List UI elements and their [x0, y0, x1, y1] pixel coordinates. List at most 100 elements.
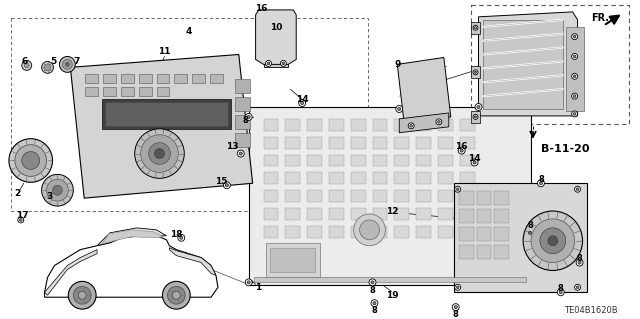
Bar [253, 278, 526, 282]
Circle shape [371, 281, 374, 284]
Text: 9: 9 [394, 60, 401, 69]
Bar [416, 119, 431, 131]
Circle shape [301, 101, 304, 105]
Bar [460, 190, 474, 202]
Circle shape [245, 114, 252, 120]
Circle shape [527, 229, 534, 236]
Circle shape [42, 174, 74, 206]
Circle shape [22, 60, 32, 70]
Text: 13: 13 [225, 142, 238, 151]
Text: FR.: FR. [591, 13, 609, 23]
Bar [438, 208, 452, 220]
Bar [102, 99, 231, 129]
Circle shape [576, 188, 579, 190]
Circle shape [410, 124, 413, 127]
Circle shape [52, 185, 63, 195]
Circle shape [572, 73, 577, 79]
Circle shape [455, 186, 461, 192]
Bar [394, 190, 409, 202]
Circle shape [148, 143, 170, 165]
Circle shape [24, 63, 29, 68]
Circle shape [538, 180, 545, 187]
Circle shape [247, 281, 250, 284]
Circle shape [576, 286, 579, 289]
Circle shape [396, 106, 403, 112]
Circle shape [438, 121, 440, 123]
Bar [494, 191, 509, 205]
Bar [394, 208, 409, 220]
Circle shape [460, 149, 463, 152]
Bar [416, 226, 431, 238]
Circle shape [408, 123, 414, 129]
Bar [460, 208, 474, 220]
Bar [460, 226, 474, 238]
Circle shape [559, 291, 563, 294]
Bar [264, 137, 278, 149]
Bar [454, 183, 588, 292]
Bar [460, 154, 474, 167]
Polygon shape [97, 228, 166, 246]
Circle shape [540, 228, 566, 254]
Circle shape [360, 220, 380, 240]
Bar [372, 119, 387, 131]
Circle shape [172, 291, 180, 299]
Circle shape [178, 234, 185, 241]
Circle shape [475, 104, 482, 110]
Bar [329, 154, 344, 167]
Circle shape [44, 64, 51, 71]
Bar [285, 137, 300, 149]
Bar [285, 172, 300, 184]
Text: 19: 19 [386, 291, 399, 300]
Bar [438, 119, 452, 131]
Bar [470, 22, 481, 34]
Bar [394, 172, 409, 184]
Circle shape [452, 304, 459, 311]
Bar [460, 137, 474, 149]
Circle shape [135, 129, 184, 178]
Bar [11, 18, 367, 211]
Text: 8: 8 [370, 286, 376, 295]
Bar [329, 172, 344, 184]
Text: 14: 14 [468, 154, 481, 163]
Circle shape [575, 284, 580, 290]
Circle shape [42, 62, 54, 73]
Text: 5: 5 [51, 57, 56, 66]
Bar [470, 5, 629, 124]
Circle shape [65, 63, 69, 66]
Text: 8: 8 [577, 254, 582, 263]
Circle shape [573, 55, 576, 58]
Text: 8: 8 [527, 221, 533, 230]
Text: 8: 8 [538, 175, 544, 184]
Circle shape [19, 219, 22, 221]
Text: 16: 16 [456, 142, 468, 151]
Text: 8: 8 [372, 306, 378, 315]
Bar [264, 119, 278, 131]
Circle shape [282, 62, 285, 65]
Bar [416, 172, 431, 184]
Circle shape [573, 95, 576, 97]
Bar [264, 208, 278, 220]
Circle shape [436, 119, 442, 125]
Text: 3: 3 [47, 192, 52, 201]
Circle shape [576, 259, 583, 266]
Text: 8: 8 [558, 284, 564, 293]
Bar [235, 115, 250, 129]
Circle shape [74, 286, 91, 304]
Text: 7: 7 [73, 57, 79, 66]
Text: 6: 6 [22, 57, 28, 66]
Circle shape [573, 75, 576, 78]
Bar [394, 137, 409, 149]
Circle shape [237, 150, 244, 157]
Bar [285, 119, 300, 131]
Circle shape [474, 26, 477, 29]
Bar [351, 154, 365, 167]
Bar [307, 190, 322, 202]
Bar [470, 111, 481, 123]
Bar [307, 154, 322, 167]
Circle shape [68, 281, 96, 309]
Circle shape [540, 182, 543, 185]
Polygon shape [70, 55, 253, 198]
Circle shape [141, 135, 179, 172]
Bar [459, 227, 474, 241]
Circle shape [267, 62, 270, 65]
